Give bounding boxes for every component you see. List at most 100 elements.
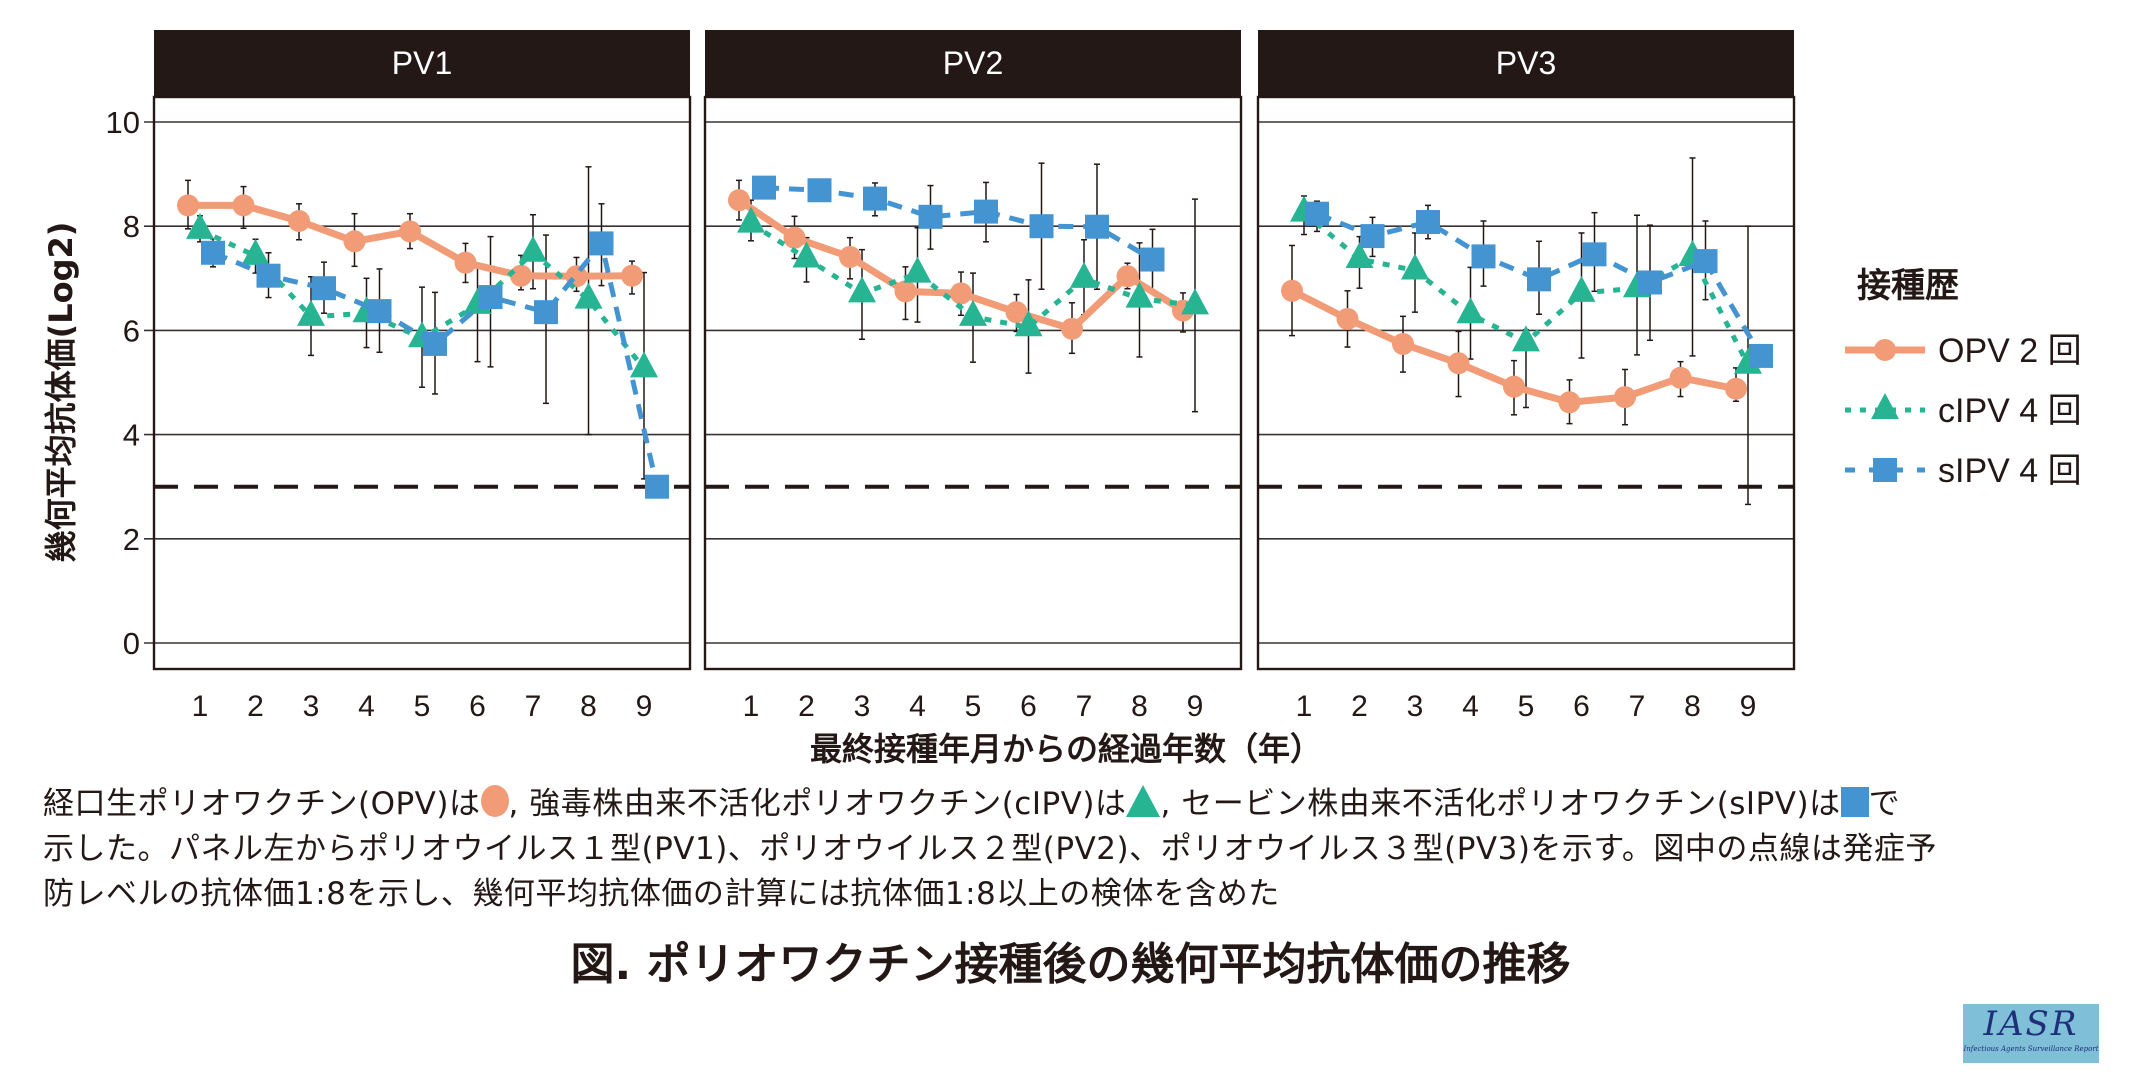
data-point-opv [621, 264, 643, 287]
data-point-cipv [1125, 281, 1154, 308]
data-point-opv [1669, 366, 1692, 389]
data-point-sipv [1085, 214, 1109, 239]
data-point-cipv [1512, 325, 1540, 352]
legend-item-sipv: sIPV 4 回 [1845, 452, 2082, 490]
data-point-opv [1281, 279, 1303, 302]
plot-frame [1256, 95, 1796, 671]
x-tick-label: 9 [1187, 690, 1204, 723]
x-tick-label: 7 [1629, 690, 1646, 723]
x-tick-label: 2 [798, 690, 815, 723]
x-tick-label: 1 [743, 690, 760, 723]
data-point-cipv [1070, 261, 1098, 288]
data-point-sipv [645, 474, 669, 499]
series-sipv [201, 231, 669, 499]
data-point-cipv [792, 241, 821, 268]
series-line-sipv [1316, 211, 1764, 358]
series-opv [177, 194, 643, 288]
x-tick-label: 6 [469, 690, 486, 723]
x-tick-label: 5 [414, 690, 431, 723]
panel-title: PV1 [392, 45, 452, 81]
data-point-cipv [630, 351, 658, 378]
y-tick-label: 4 [123, 418, 140, 453]
data-point-sipv [201, 240, 225, 265]
x-tick-label: 4 [358, 690, 375, 723]
data-point-sipv [478, 285, 503, 310]
x-tick-label: 3 [854, 690, 871, 723]
panel-header [154, 30, 690, 97]
data-point-cipv [241, 238, 270, 265]
data-point-cipv [1401, 253, 1429, 280]
series-cipv [737, 206, 1209, 337]
data-point-opv [950, 282, 972, 305]
y-tick-label: 2 [123, 522, 140, 557]
data-point-cipv [959, 299, 987, 326]
data-point-opv [177, 194, 199, 217]
data-point-opv [1005, 301, 1028, 324]
x-tick-label: 2 [247, 690, 264, 723]
data-point-sipv [1638, 270, 1662, 295]
x-tick-label: 8 [1131, 690, 1148, 723]
data-point-sipv [1527, 267, 1551, 292]
x-tick-label: 3 [1407, 690, 1424, 723]
data-point-opv [839, 245, 861, 268]
y-tick-label: 10 [106, 105, 140, 140]
data-point-cipv [1456, 297, 1485, 324]
data-point-cipv [519, 235, 547, 262]
panel-pv2: PV2 1 2 3 4 5 6 7 8 9 [703, 30, 1243, 723]
data-point-sipv [423, 331, 447, 356]
data-point-cipv [1345, 242, 1374, 269]
circle-marker-icon [480, 785, 509, 817]
data-point-sipv [1471, 244, 1496, 269]
data-point-sipv [256, 263, 281, 288]
x-tick-label: 2 [1351, 690, 1368, 723]
data-point-opv [1447, 352, 1470, 375]
x-tick-label: 9 [1740, 690, 1757, 723]
data-point-sipv [1029, 214, 1054, 239]
data-point-sipv [1140, 247, 1165, 272]
legend-item-cipv: cIPV 4 回 [1845, 392, 2082, 430]
data-point-cipv [903, 256, 932, 283]
data-point-cipv [848, 276, 876, 303]
panel-pv3: PV3 1 2 3 4 5 6 7 8 9 [1256, 30, 1796, 723]
x-tick-label: 5 [1518, 690, 1535, 723]
series-cipv [1290, 195, 1762, 374]
legend-triangle-icon [1871, 393, 1899, 419]
data-point-opv [1503, 375, 1525, 398]
figure-caption: 経口生ポリオワクチン(OPV)は , 強毒株由来不活化ポリオワクチン(cIPV)は… [43, 782, 2123, 917]
data-point-sipv [534, 300, 558, 325]
caption-line-2: 示した。パネル左からポリオウイルス１型(PV1)、ポリオウイルス２型(PV2)、… [43, 831, 1937, 867]
data-point-opv [1558, 391, 1581, 414]
x-tick-label: 1 [1296, 690, 1313, 723]
x-tick-label: 7 [1076, 690, 1093, 723]
series-opv [1281, 279, 1747, 414]
iasr-logo: IASR Infectious Agents Surveillance Repo… [1963, 1004, 2099, 1063]
triangle-marker-icon [1126, 785, 1161, 817]
data-point-opv [1061, 317, 1083, 340]
data-point-opv [454, 251, 477, 274]
caption-line-3: 防レベルの抗体価1:8を示し、幾何平均抗体価の計算には抗体価1:8以上の検体を含… [43, 876, 1280, 912]
caption-text: で [1868, 786, 1901, 822]
data-point-opv [1392, 332, 1414, 355]
square-marker-icon [1840, 787, 1869, 817]
data-point-cipv [1181, 288, 1209, 315]
data-point-sipv [1416, 210, 1440, 235]
data-point-opv [1614, 386, 1636, 409]
logo-text: IASR [1983, 1004, 2079, 1044]
data-point-opv [1725, 377, 1747, 400]
data-point-sipv [807, 178, 832, 203]
y-tick-label: 8 [123, 209, 140, 244]
data-point-opv [783, 226, 806, 249]
data-point-opv [343, 230, 366, 253]
x-tick-label: 4 [1462, 690, 1479, 723]
data-point-sipv [367, 299, 392, 324]
caption-line-1: 経口生ポリオワクチン(OPV)は , 強毒株由来不活化ポリオワクチン(cIPV)は… [43, 782, 2123, 827]
x-tick-label: 7 [525, 690, 542, 723]
data-point-sipv [974, 199, 998, 224]
data-point-opv [728, 189, 750, 212]
series-sipv [752, 175, 1165, 272]
series-line-sipv [212, 240, 660, 488]
panel-header [705, 30, 1241, 97]
legend-label: OPV 2 回 [1938, 332, 2082, 370]
x-tick-label: 8 [580, 690, 597, 723]
